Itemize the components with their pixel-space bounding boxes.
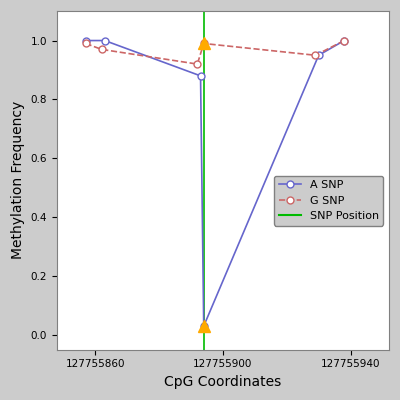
Y-axis label: Methylation Frequency: Methylation Frequency xyxy=(11,101,25,260)
X-axis label: CpG Coordinates: CpG Coordinates xyxy=(164,375,282,389)
Legend: A SNP, G SNP, SNP Position: A SNP, G SNP, SNP Position xyxy=(274,176,383,226)
